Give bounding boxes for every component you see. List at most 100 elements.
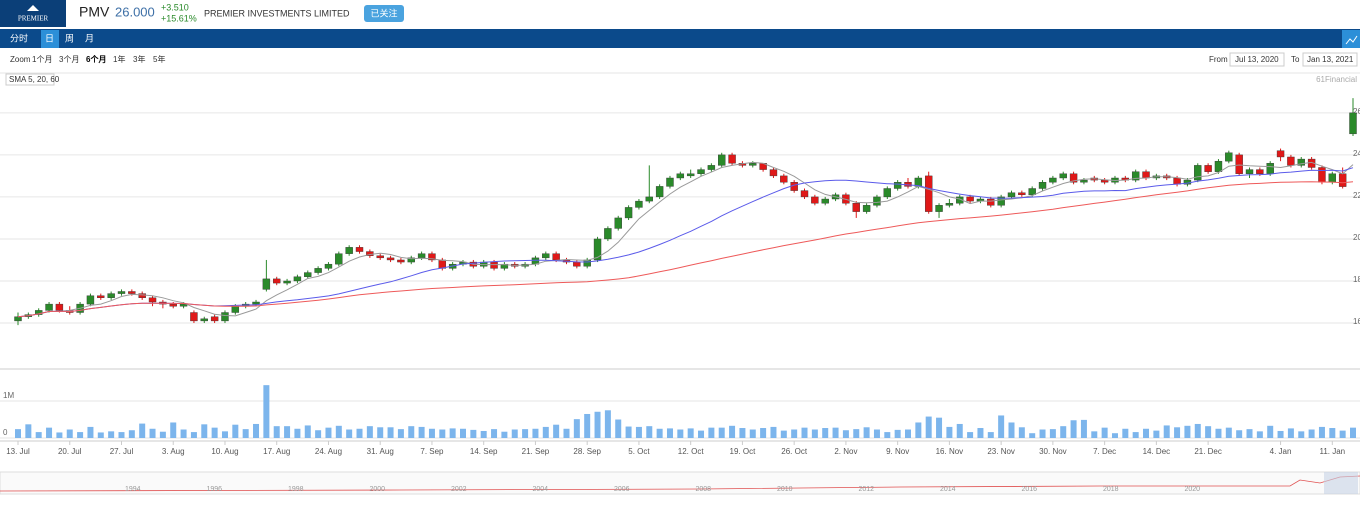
volume-bar bbox=[201, 424, 208, 438]
volume-bar bbox=[1194, 423, 1201, 438]
navigator-year: 2018 bbox=[1103, 486, 1119, 493]
volume-bar bbox=[925, 416, 932, 438]
candle-body bbox=[1038, 181, 1047, 189]
volume-bar bbox=[35, 432, 42, 438]
volume-bar bbox=[1039, 429, 1046, 438]
volume-bar bbox=[139, 423, 146, 438]
volume-bar bbox=[1049, 429, 1056, 438]
volume-bar bbox=[221, 431, 228, 438]
volume-bar bbox=[853, 429, 860, 438]
candle-body bbox=[14, 316, 22, 322]
volume-bar bbox=[822, 428, 829, 438]
tab[interactable]: 周 bbox=[65, 33, 74, 43]
volume-bar bbox=[729, 425, 736, 438]
candle-body bbox=[314, 268, 322, 273]
x-tick-label: 2. Nov bbox=[834, 447, 857, 456]
zoom-option[interactable]: 1个月 bbox=[32, 55, 52, 64]
candle-body bbox=[417, 253, 426, 259]
volume-bar bbox=[584, 413, 591, 438]
x-tick-label: 19. Oct bbox=[730, 447, 757, 456]
volume-bar bbox=[780, 430, 787, 438]
volume-bar bbox=[905, 429, 911, 438]
x-tick-label: 26. Oct bbox=[781, 447, 808, 456]
candle-body bbox=[283, 280, 291, 284]
logo-icon bbox=[27, 5, 39, 11]
volume-bar bbox=[428, 428, 435, 438]
volume-bar bbox=[873, 429, 880, 438]
candle-body bbox=[1173, 177, 1181, 185]
volume-bar bbox=[1008, 422, 1015, 438]
volume-bar bbox=[335, 425, 342, 438]
candle-body bbox=[614, 217, 622, 229]
volume-bar bbox=[480, 430, 487, 438]
x-tick-label: 11. Jan bbox=[1319, 447, 1345, 456]
navigator-year: 2004 bbox=[533, 486, 549, 493]
volume-bar bbox=[263, 385, 270, 438]
y-tick-label: 24 bbox=[1353, 149, 1360, 158]
volume-bar bbox=[739, 428, 746, 438]
navigator-year: 2014 bbox=[940, 486, 956, 493]
candle-body bbox=[345, 247, 353, 254]
y-tick-label: 26 bbox=[1353, 107, 1360, 116]
x-tick-label: 20. Jul bbox=[58, 447, 82, 456]
volume-bar bbox=[66, 429, 73, 438]
x-tick-label: 14. Sep bbox=[470, 447, 498, 456]
follow-label[interactable]: 已关注 bbox=[370, 7, 397, 18]
tab[interactable]: 日 bbox=[45, 33, 54, 43]
volume-bar bbox=[1091, 431, 1098, 438]
candle-body bbox=[873, 196, 881, 206]
navigator-year: 2020 bbox=[1185, 486, 1201, 493]
volume-bar bbox=[791, 429, 798, 438]
x-tick-label: 16. Nov bbox=[936, 447, 964, 456]
x-tick-label: 30. Nov bbox=[1039, 447, 1067, 456]
volume-bar bbox=[604, 410, 611, 438]
candle-body bbox=[1131, 171, 1140, 181]
volume-bar bbox=[56, 432, 63, 438]
follow-button[interactable] bbox=[364, 5, 404, 22]
volume-bar bbox=[439, 429, 446, 438]
zoom-option[interactable]: 5年 bbox=[153, 54, 165, 64]
volume-bar bbox=[1070, 420, 1077, 438]
candle-body bbox=[231, 306, 240, 313]
volume-bar bbox=[1184, 425, 1191, 438]
candle-body bbox=[86, 295, 95, 305]
volume-bar bbox=[1246, 429, 1253, 438]
from-input[interactable] bbox=[1229, 52, 1285, 67]
from-date: Jul 13, 2020 bbox=[1235, 55, 1279, 64]
x-tick-label: 7. Dec bbox=[1093, 447, 1116, 456]
candle-body bbox=[262, 278, 271, 290]
navigator-window[interactable] bbox=[1324, 472, 1358, 494]
tab[interactable]: 月 bbox=[85, 33, 94, 43]
volume-bar bbox=[998, 415, 1005, 438]
volume-bar bbox=[1329, 428, 1336, 438]
chart-toggle[interactable] bbox=[1342, 30, 1360, 48]
volume-bar bbox=[118, 432, 125, 438]
candle-body bbox=[635, 200, 643, 208]
volume-bar bbox=[863, 427, 870, 438]
sma-line bbox=[17, 181, 1354, 318]
zoom-option[interactable]: 1年 bbox=[113, 54, 125, 64]
x-tick-label: 23. Nov bbox=[987, 447, 1015, 456]
y-tick-label: 20 bbox=[1353, 233, 1360, 242]
tab[interactable]: 分时 bbox=[10, 32, 28, 43]
zoom-option[interactable]: 3个月 bbox=[59, 55, 79, 64]
candle-body bbox=[138, 293, 146, 298]
candle-body bbox=[573, 261, 581, 267]
volume-bar bbox=[242, 429, 249, 438]
volume-bar bbox=[522, 429, 529, 438]
change-pct: +15.61% bbox=[161, 13, 197, 23]
candle-body bbox=[386, 257, 395, 261]
navigator-year: 2006 bbox=[614, 486, 630, 493]
zoom-option[interactable]: 3年 bbox=[133, 54, 145, 64]
candle-body bbox=[800, 190, 809, 198]
tab-bar bbox=[0, 29, 1360, 48]
candle-body bbox=[1338, 173, 1347, 187]
x-tick-label: 10. Aug bbox=[211, 447, 238, 456]
x-tick-label: 17. Aug bbox=[263, 447, 290, 456]
volume-bar bbox=[408, 426, 415, 438]
zoom-option[interactable]: 6个月 bbox=[86, 54, 106, 64]
volume-bar bbox=[1143, 428, 1150, 438]
to-input[interactable] bbox=[1302, 52, 1358, 67]
x-tick-label: 13. Jul bbox=[6, 447, 30, 456]
volume-bar bbox=[811, 429, 818, 438]
